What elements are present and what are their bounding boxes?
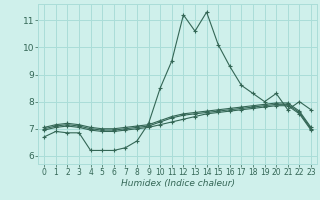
X-axis label: Humidex (Indice chaleur): Humidex (Indice chaleur) <box>121 179 235 188</box>
